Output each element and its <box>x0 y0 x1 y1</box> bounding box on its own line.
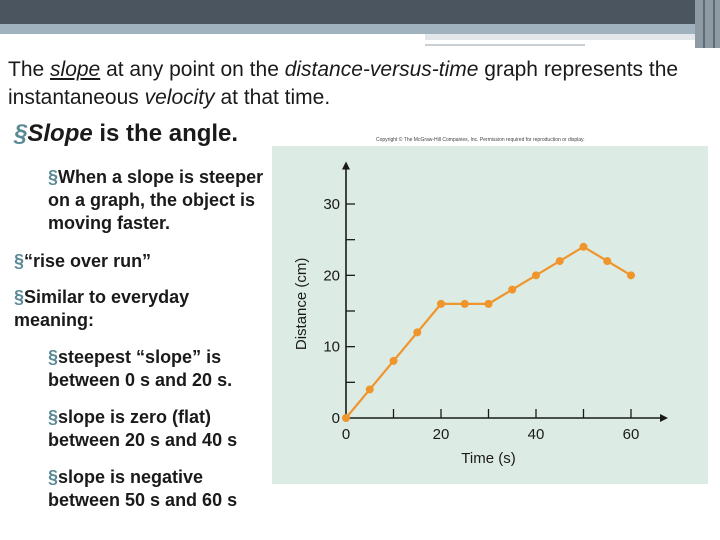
bullet-mark: § <box>48 167 59 187</box>
data-point <box>508 285 517 294</box>
x-tick-label: 40 <box>528 426 545 443</box>
data-point <box>532 271 540 280</box>
sub-bullet-negative: §slope is negative between 50 s and 60 s <box>48 466 270 512</box>
sub-bullet-zero: §slope is zero (flat) between 20 s and 4… <box>48 406 270 452</box>
decor-corner-line <box>703 0 705 48</box>
x-tick-label: 0 <box>342 426 350 443</box>
title-part1: The <box>8 58 51 81</box>
x-axis-title: Time (s) <box>461 450 515 467</box>
title-part2: at any point on the <box>100 58 285 81</box>
bullet-mark: § <box>48 467 59 487</box>
bullet-everyday-meaning: §Similar to everyday meaning: <box>14 286 234 332</box>
bullet-mark: § <box>48 407 59 427</box>
y-tick-label: 30 <box>323 196 340 213</box>
bullet2-text: “rise over run” <box>24 251 152 271</box>
data-point <box>342 414 350 422</box>
data-point <box>603 257 612 266</box>
distance-time-chart: 0 20 40 60 0 10 20 30 Time (s) Distance (cm) <box>293 161 668 467</box>
top-banner <box>0 0 720 24</box>
decor-band-thin <box>425 44 585 46</box>
title-part4: at that time. <box>214 86 331 109</box>
copyright-note: Copyright © The McGraw-Hill Companies, I… <box>376 137 585 143</box>
title-velocity: velocity <box>144 86 215 109</box>
sub1-text: When a slope is steeper on a graph, the … <box>48 167 264 233</box>
bullet-rise-over-run: §“rise over run” <box>14 250 264 273</box>
data-point <box>579 242 588 251</box>
data-point <box>627 271 635 280</box>
chart-panel: 0 20 40 60 0 10 20 30 Time (s) Distance (cm) <box>272 146 708 484</box>
y-axis-arrow <box>342 161 350 170</box>
bullet1-italic: Slope <box>27 120 93 147</box>
sub4-text: slope is negative between 50 s and 60 s <box>48 467 238 510</box>
data-point <box>555 257 564 266</box>
data-point <box>484 299 493 308</box>
y-axis-title: Distance (cm) <box>293 258 310 351</box>
data-point <box>460 299 469 308</box>
series-line <box>345 245 632 419</box>
bullet-mark: § <box>14 287 25 307</box>
y-tick-label: 20 <box>323 267 340 284</box>
data-point <box>365 385 374 394</box>
x-tick-label: 60 <box>623 426 640 443</box>
bullet1-rest: is the angle. <box>92 120 239 147</box>
x-axis-arrow <box>660 414 668 422</box>
y-tick-label: 10 <box>323 339 340 356</box>
data-point <box>389 356 398 365</box>
sub-bullet-steeper: §When a slope is steeper on a graph, the… <box>48 166 270 235</box>
bullet-mark: § <box>14 120 28 147</box>
sub2-text: steepest “slope” is between 0 s and 20 s… <box>48 347 233 390</box>
title-dvt: distance-versus-time <box>284 58 479 81</box>
sub-bullet-steepest: §steepest “slope” is between 0 s and 20 … <box>48 346 270 392</box>
title-part3: graph represents the instantaneous <box>8 58 679 109</box>
decor-band-light <box>425 34 695 40</box>
bullet-slope: §Slope is the angle. <box>14 120 239 147</box>
slide-title: The slope at any point on the distance-v… <box>8 56 708 112</box>
title-slope: slope <box>50 58 101 81</box>
bullet3-text: Similar to everyday meaning: <box>14 287 190 330</box>
sub3-text: slope is zero (flat) between 20 s and 40… <box>48 407 238 450</box>
y-tick-label: 0 <box>332 410 340 427</box>
data-point <box>437 299 445 308</box>
top-band <box>0 24 720 34</box>
decor-corner-line <box>713 0 715 48</box>
bullet-mark: § <box>14 251 25 271</box>
x-tick-label: 20 <box>433 426 450 443</box>
decor-corner-block <box>695 0 720 48</box>
data-point <box>413 328 422 337</box>
bullet-mark: § <box>48 347 59 367</box>
